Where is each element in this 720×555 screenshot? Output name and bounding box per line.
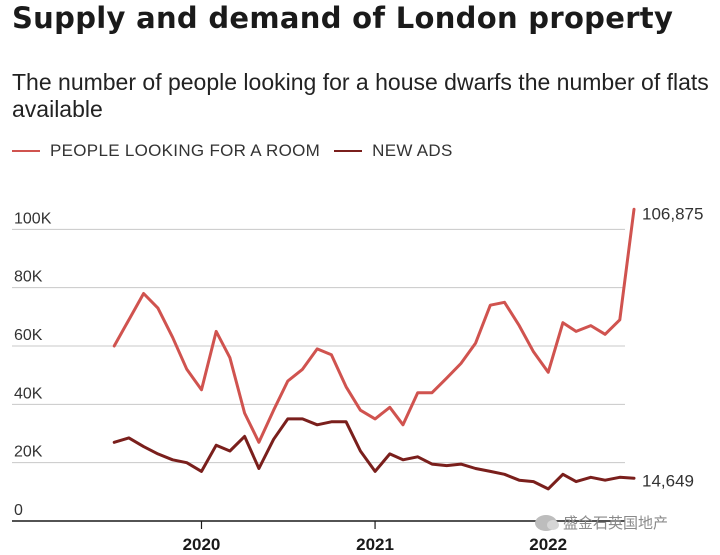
chart-title: Supply and demand of London property	[12, 1, 674, 35]
x-tick-label: 2020	[183, 535, 221, 554]
y-tick-label: 40K	[14, 385, 43, 402]
legend-label-ads: NEW ADS	[372, 141, 453, 160]
y-tick-label: 80K	[14, 269, 43, 286]
y-tick-label: 60K	[14, 327, 43, 344]
chat-bubble-icon	[535, 514, 559, 531]
legend-swatch-people	[12, 150, 40, 152]
chart-subtitle: The number of people looking for a house…	[12, 69, 709, 122]
end-label-ads: 14,649	[642, 471, 694, 490]
y-tick-label: 0	[14, 502, 23, 519]
y-tick-label: 100K	[14, 210, 52, 227]
x-tick-label: 2022	[529, 535, 567, 554]
x-tick-label: 2021	[356, 535, 394, 554]
series-line-people	[112, 207, 636, 444]
legend-item-people: PEOPLE LOOKING FOR A ROOM	[12, 141, 320, 161]
end-label-people: 106,875	[642, 204, 703, 223]
legend: PEOPLE LOOKING FOR A ROOM NEW ADS	[12, 140, 453, 162]
series-line-ads	[112, 417, 636, 491]
watermark-text: 盛金石英国地产	[563, 515, 669, 532]
y-tick-label: 20K	[14, 444, 43, 461]
legend-item-ads: NEW ADS	[334, 141, 453, 161]
legend-swatch-ads	[334, 150, 363, 152]
legend-label-people: PEOPLE LOOKING FOR A ROOM	[50, 141, 321, 160]
watermark: 盛金石英国地产	[535, 512, 668, 533]
